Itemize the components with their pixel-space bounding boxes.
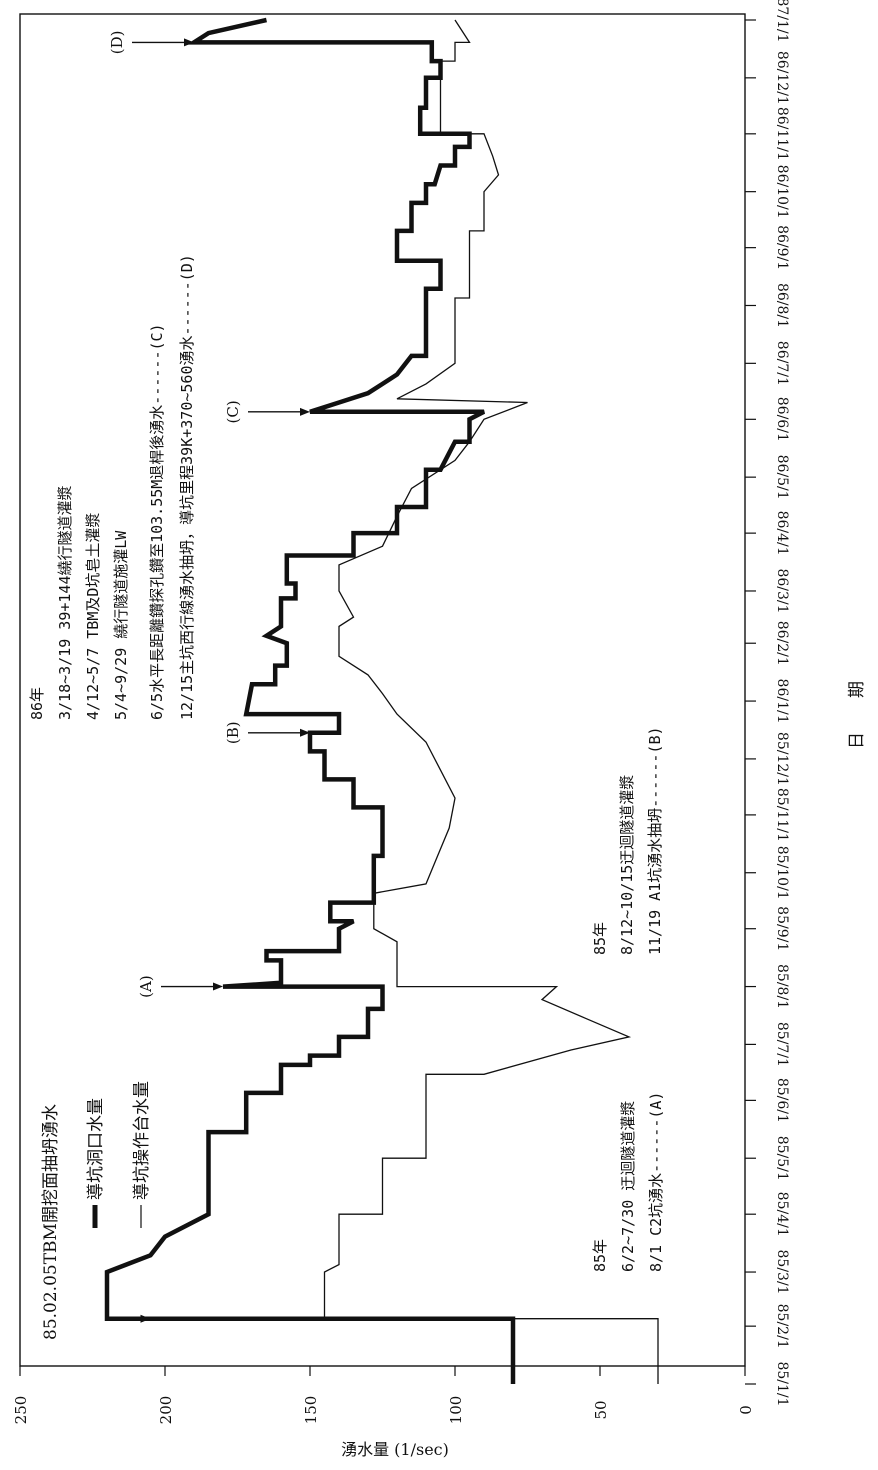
legend: 85.02.05TBM開挖面抽坍湧水 導坑洞口水量 導坑操作台水量	[41, 1081, 152, 1340]
event-label: (B)	[224, 721, 242, 744]
date-axis-ticks: 85/1/1 85/2/1 85/3/1 85/4/1 85/5/1 85/6/1 85/7…	[745, 0, 790, 1407]
annotation-85-top-line-2: 11/19 A1坑湧水抽坍------(B)	[646, 726, 664, 955]
x-tick-label: 200	[157, 1396, 175, 1425]
date-tick-label: 86/1/1	[774, 679, 790, 724]
date-tick-label: 87/1/1	[774, 0, 790, 43]
date-tick-label: 86/4/1	[774, 511, 790, 556]
date-tick-label: 85/9/1	[774, 906, 790, 951]
date-tick-label: 85/10/1	[774, 846, 790, 900]
annotation-85-bottom: 85年 6/2~7/30 迂迴隧道灌漿 8/1 C2坑湧水------(A)	[591, 1092, 665, 1272]
legend-arrowhead	[140, 1314, 151, 1323]
date-tick-label: 86/7/1	[774, 341, 790, 386]
date-tick-label: 86/3/1	[774, 568, 790, 613]
date-tick-label: 85/6/1	[774, 1078, 790, 1123]
value-axis-ticks: 0 50 100 150 200 250	[12, 1366, 755, 1424]
date-tick-label: 85/11/1	[774, 788, 790, 842]
date-tick-label: 86/11/1	[774, 107, 790, 161]
date-tick-label: 85/3/1	[774, 1250, 790, 1295]
event-marker-layer: (A) (B) (C) (D)	[108, 31, 310, 1323]
annotation-85-bottom-line-1: 6/2~7/30 迂迴隧道灌漿	[619, 1101, 637, 1272]
x-axis-title: 湧水量 (1/sec)	[341, 1440, 449, 1459]
date-tick-label: 85/7/1	[774, 1022, 790, 1067]
x-tick-label: 0	[737, 1405, 755, 1415]
event-label: (C)	[224, 400, 242, 423]
series-line-thick	[104, 17, 516, 1384]
x-tick-label: 150	[302, 1396, 320, 1425]
series-line-thin	[323, 19, 659, 1384]
date-tick-label: 85/8/1	[774, 964, 790, 1009]
date-tick-label: 85/5/1	[774, 1136, 790, 1181]
date-tick-label: 86/6/1	[774, 397, 790, 442]
event-arrowhead	[213, 982, 223, 991]
date-tick-label: 85/2/1	[774, 1304, 790, 1349]
annotation-86-line-4: 6/5水平長距離鑽探孔鑽至103.55M退桿後湧水------(C)	[148, 323, 166, 720]
annotation-86-year: 86年	[28, 687, 46, 720]
date-tick-label: 86/10/1	[774, 165, 790, 219]
annotation-85-top-year: 85年	[591, 922, 609, 955]
legend-label-thick: 導坑洞口水量	[86, 1098, 106, 1200]
x-tick-label: 50	[592, 1400, 610, 1419]
date-tick-label: 85/12/1	[774, 732, 790, 786]
legend-label-thin: 導坑操作台水量	[132, 1081, 152, 1200]
annotation-86-line-2: 4/12~5/7 TBM及D坑皂土灌漿	[84, 513, 102, 720]
annotation-86-line-5: 12/15主坑西行線湧水抽坍，導坑里程39K+370~560湧水------(D…	[178, 254, 196, 720]
annotation-85-top: 85年 8/12~10/15迂迴隧道灌漿 11/19 A1坑湧水抽坍------…	[591, 726, 664, 955]
x-tick-label: 250	[12, 1396, 30, 1425]
plot-frame	[19, 13, 746, 1367]
date-tick-label: 86/9/1	[774, 225, 790, 270]
date-tick-label: 85/4/1	[774, 1192, 790, 1237]
date-tick-label: 86/12/1	[774, 51, 790, 105]
annotation-86: 86年 3/18~3/19 39+144繞行隧道灌漿 4/12~5/7 TBM及…	[28, 254, 196, 720]
event-arrowhead	[184, 38, 194, 47]
event-label: (A)	[137, 975, 155, 998]
event-label: (D)	[108, 31, 126, 55]
series-layer	[104, 17, 659, 1384]
date-tick-label: 86/5/1	[774, 455, 790, 500]
date-tick-label: 85/1/1	[774, 1361, 790, 1406]
event-arrowhead	[300, 728, 310, 737]
annotation-86-line-1: 3/18~3/19 39+144繞行隧道灌漿	[56, 486, 74, 721]
date-tick-label: 86/8/1	[774, 283, 790, 328]
annotation-85-bottom-line-2: 8/1 C2坑湧水------(A)	[647, 1092, 665, 1272]
event-arrowhead	[300, 407, 310, 416]
annotation-85-top-line-1: 8/12~10/15迂迴隧道灌漿	[618, 775, 636, 955]
x-tick-label: 100	[447, 1396, 465, 1425]
annotation-85-bottom-year: 85年	[591, 1239, 609, 1272]
y-axis-title: 日 期	[847, 681, 867, 749]
annotation-86-line-3: 5/4~9/29 繞行隧道施灌LW	[112, 530, 130, 720]
date-tick-label: 86/2/1	[774, 621, 790, 666]
legend-title: 85.02.05TBM開挖面抽坍湧水	[41, 1104, 61, 1340]
